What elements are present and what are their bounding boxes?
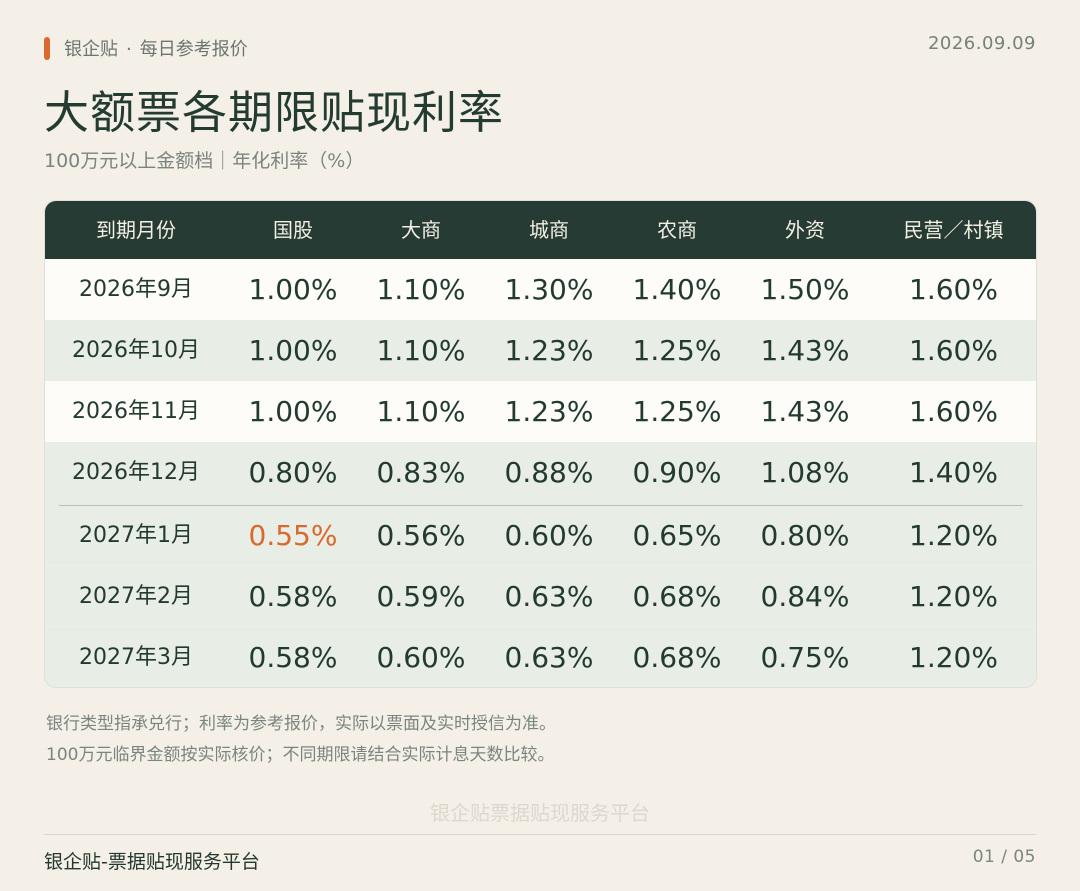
rate-cell: 1.23% [504,395,594,428]
table-row: 2026年10月 1.00% 1.10% 1.23% 1.25% 1.43% 1… [45,320,1036,381]
column-header-city-commercial: 城商 [529,218,569,242]
rate-cell: 1.50% [760,273,850,306]
footer-divider [44,834,1036,835]
rate-cell: 0.68% [632,580,722,613]
rate-cell: 1.60% [909,334,998,367]
column-header-large-commercial: 大商 [401,218,441,242]
rate-cell: 0.80% [248,456,338,489]
brand-name: 银企贴 [64,39,118,60]
table-row: 2027年1月 0.55% 0.56% 0.60% 0.65% 0.80% 1.… [45,505,1036,566]
row-period: 2026年9月 [79,277,193,302]
page-title: 大额票各期限贴现利率 [44,86,505,139]
page-indicator: 01 / 05 [972,847,1036,867]
row-period: 2026年12月 [72,460,200,485]
rate-cell: 0.63% [504,580,594,613]
rate-cell: 0.88% [504,456,594,489]
rate-cell: 0.75% [760,641,850,674]
table-row: 2026年11月 1.00% 1.10% 1.23% 1.25% 1.43% 1… [45,381,1036,442]
rate-cell: 0.58% [248,641,338,674]
row-period: 2027年1月 [79,523,193,548]
column-header-private-village: 民营／村镇 [903,218,1004,242]
rate-cell: 0.60% [504,519,594,552]
page-subtitle: 100万元以上金额档｜年化利率（%） [44,150,365,172]
rate-cell: 1.10% [376,334,466,367]
rate-cell: 0.59% [376,580,466,613]
rate-cell: 1.43% [760,334,850,367]
rate-cell: 1.30% [504,273,594,306]
table-row: 2027年2月 0.58% 0.59% 0.63% 0.68% 0.84% 1.… [45,566,1036,627]
year-divider [59,505,1023,506]
rate-cell: 0.84% [760,580,850,613]
table-header: 到期月份 国股 大商 城商 农商 外资 民营／村镇 [45,201,1036,259]
rate-cell: 0.60% [376,641,466,674]
rate-cell: 1.10% [376,273,466,306]
rate-cell: 1.20% [909,519,998,552]
rate-cell: 0.56% [376,519,466,552]
rate-cell: 0.65% [632,519,722,552]
row-period: 2026年10月 [72,338,200,363]
rate-cell-highlighted: 0.55% [248,519,338,552]
table-row: 2026年12月 0.80% 0.83% 0.88% 0.90% 1.08% 1… [45,442,1036,503]
rate-cell: 1.20% [909,641,998,674]
rate-cell: 0.83% [376,456,466,489]
rate-table: 到期月份 国股 大商 城商 农商 外资 民营／村镇 2026年9月 1.00% … [44,200,1037,688]
rate-cell: 1.10% [376,395,466,428]
rate-cell: 1.00% [248,334,338,367]
rate-cell: 1.43% [760,395,850,428]
column-header-state-joint-stock: 国股 [273,218,313,242]
rate-cell: 1.40% [909,456,998,489]
report-date: 2026.09.09 [927,33,1036,54]
rate-cell: 0.58% [248,580,338,613]
footnote: 100万元临界金额按实际核价；不同期限请结合实际计息天数比较。 [46,745,555,765]
footnote: 银行类型指承兑行；利率为参考报价，实际以票面及实时授信为准。 [46,714,556,734]
rate-cell: 1.08% [760,456,850,489]
section-name: 每日参考报价 [139,39,248,60]
brand-label: 银企贴 · 每日参考报价 [64,35,248,61]
brand-accent-bar [44,37,50,60]
rate-cell: 1.40% [632,273,722,306]
rate-cell: 0.68% [632,641,722,674]
watermark: 银企贴票据贴现服务平台 [430,801,650,825]
row-period: 2027年3月 [79,645,193,670]
column-header-foreign: 外资 [785,218,825,242]
rate-cell: 0.63% [504,641,594,674]
row-period: 2026年11月 [72,399,200,424]
table-row: 2027年3月 0.58% 0.60% 0.63% 0.68% 0.75% 1.… [45,627,1036,687]
column-header-rural-commercial: 农商 [657,218,697,242]
rate-cell: 1.20% [909,580,998,613]
top-bar: 银企贴 · 每日参考报价 2026.09.09 [44,33,1036,61]
table-row: 2026年9月 1.00% 1.10% 1.30% 1.40% 1.50% 1.… [45,259,1036,320]
rate-cell: 1.23% [504,334,594,367]
brand-separator: · [126,39,132,60]
rate-cell: 1.25% [632,395,722,428]
row-period: 2027年2月 [79,584,193,609]
rate-cell: 0.80% [760,519,850,552]
rate-cell: 1.00% [248,395,338,428]
rate-cell: 1.00% [248,273,338,306]
column-header-period: 到期月份 [96,218,176,242]
footer-platform: 银企贴-票据贴现服务平台 [44,851,260,873]
rate-cell: 0.90% [632,456,722,489]
rate-cell: 1.25% [632,334,722,367]
rate-cell: 1.60% [909,273,998,306]
rate-cell: 1.60% [909,395,998,428]
